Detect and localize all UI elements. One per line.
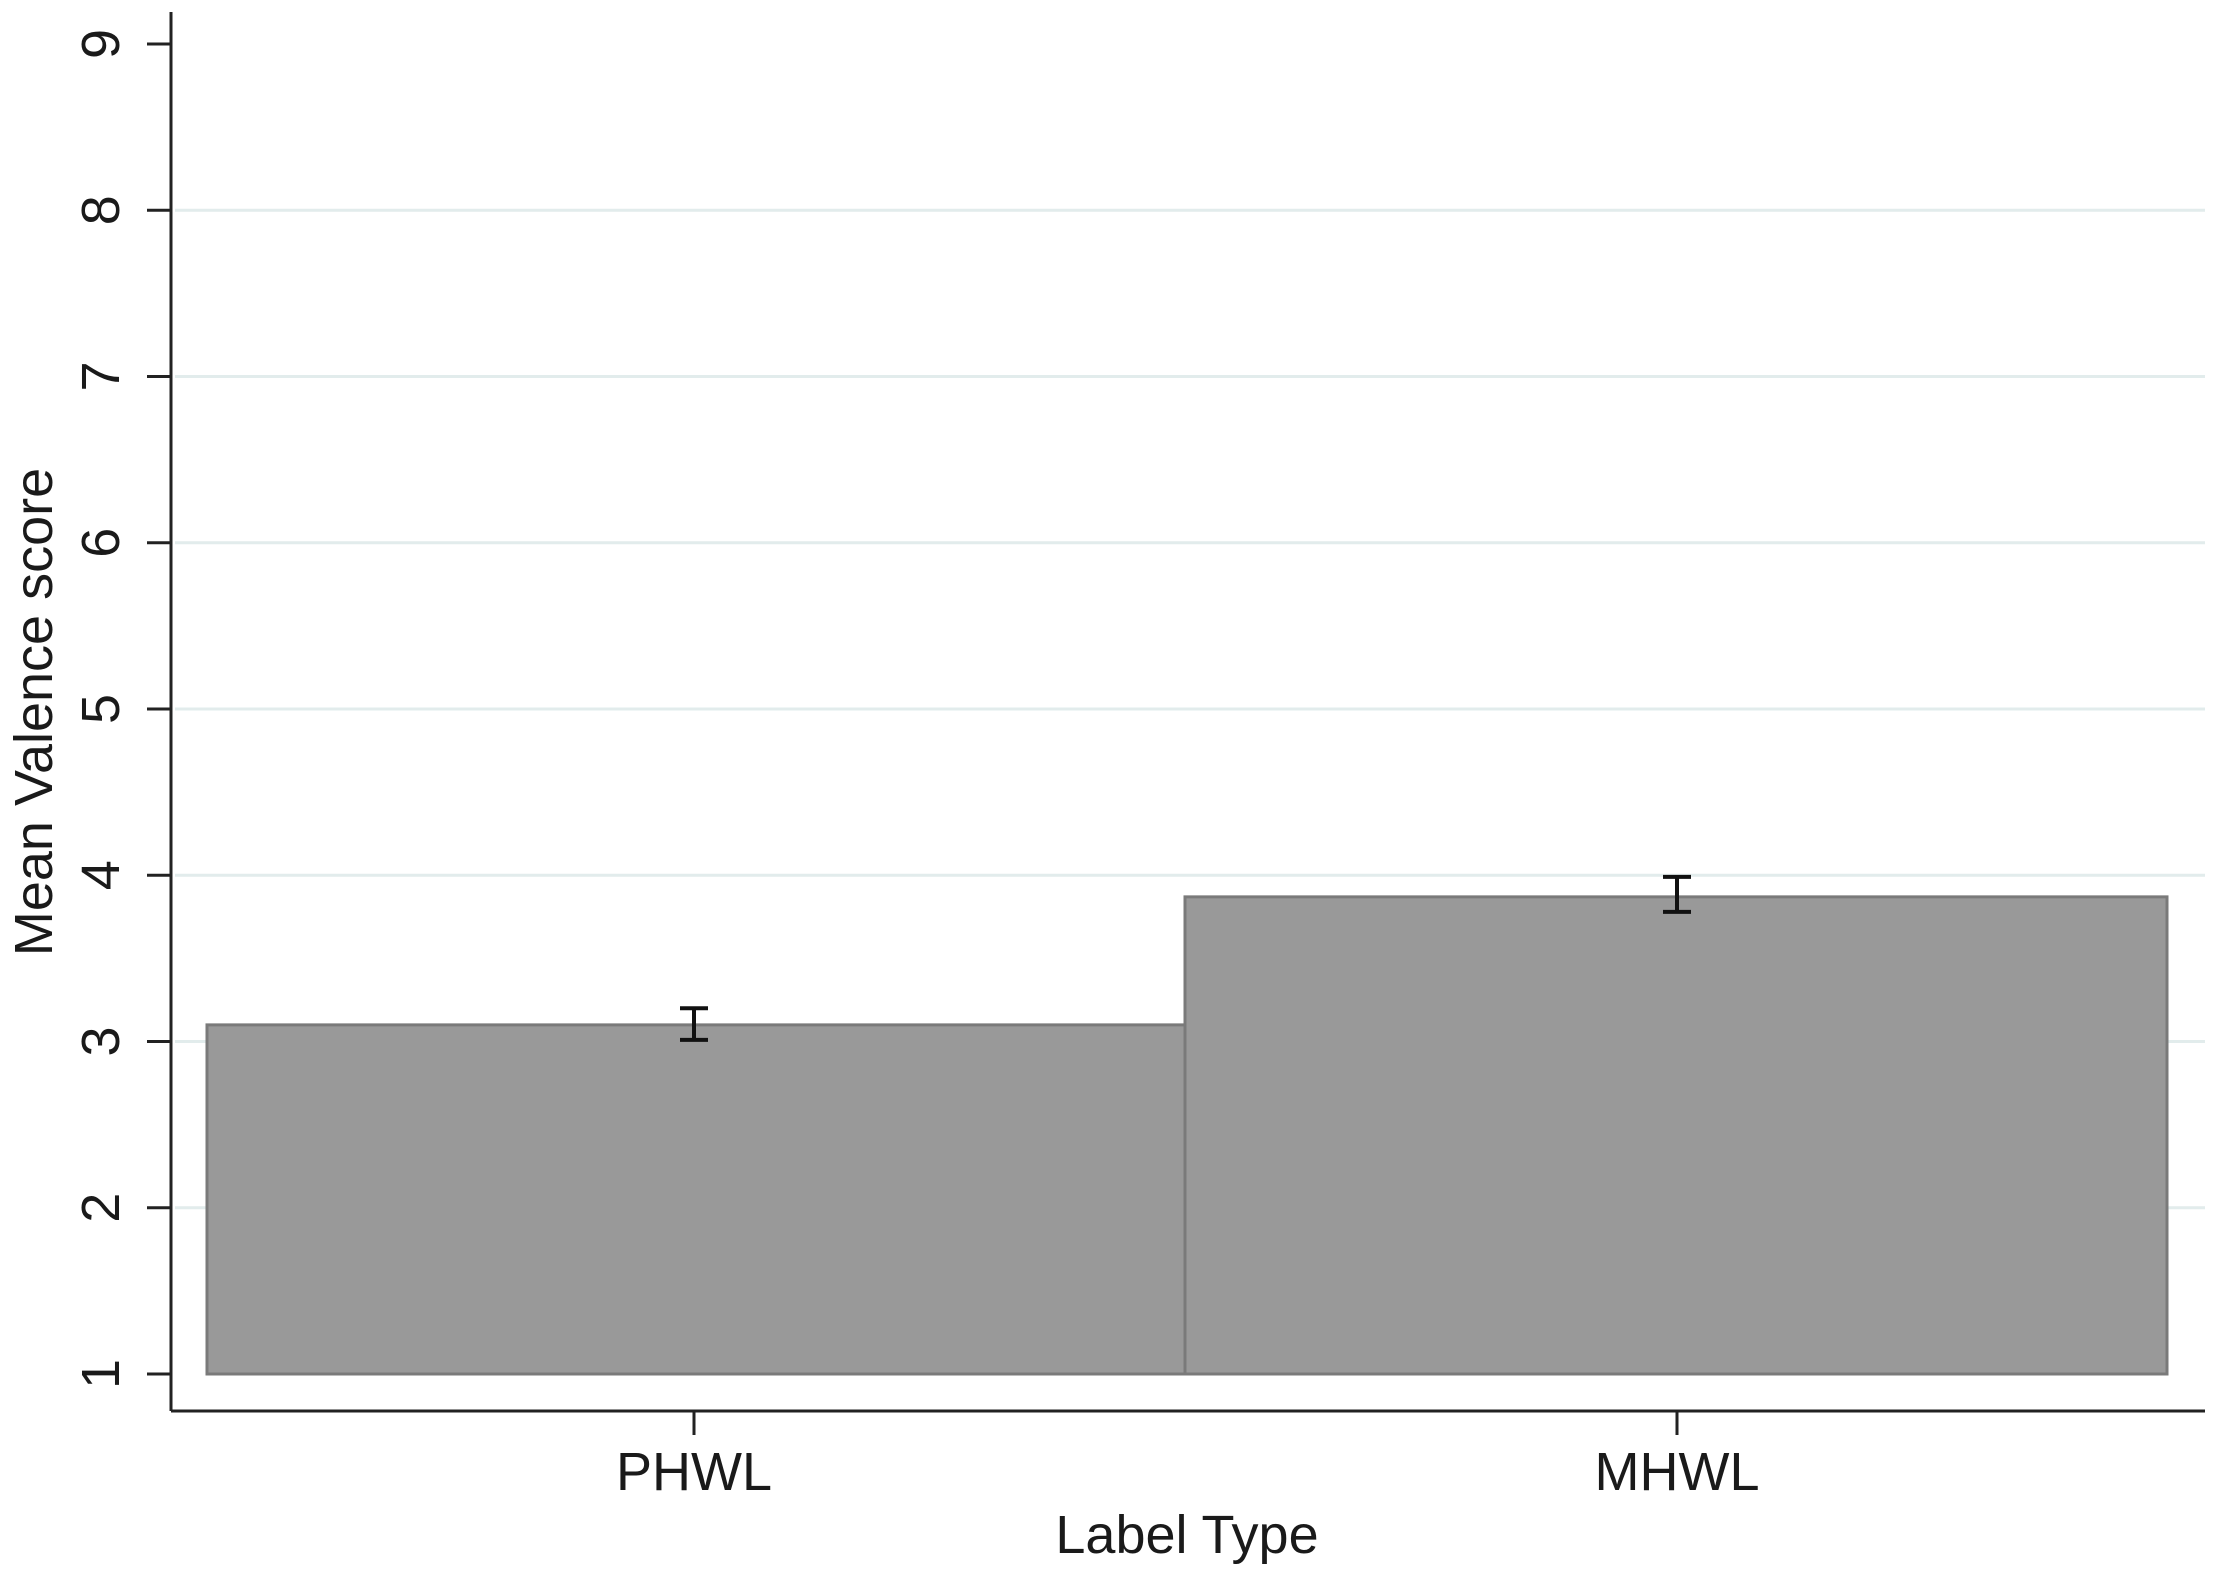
y-tick-label: 1: [71, 1359, 131, 1389]
error-bars: [680, 874, 1691, 1042]
y-tick-label: 7: [71, 361, 131, 391]
y-axis-title: Mean Valence score: [4, 468, 64, 956]
y-tick-label: 6: [71, 528, 131, 558]
y-tick-label: 9: [71, 29, 131, 59]
x-tick-label-phwl: PHWL: [616, 1442, 772, 1502]
y-tick-label: 3: [71, 1026, 131, 1056]
x-axis-title: Label Type: [1055, 1505, 1318, 1565]
y-tick-label: 2: [71, 1193, 131, 1223]
y-tick-label: 8: [71, 195, 131, 225]
x-ticks: PHWL MHWL: [616, 1411, 1760, 1502]
error-bar-mhwl: [1663, 874, 1691, 914]
error-bar-phwl: [680, 1006, 708, 1042]
x-tick-label-mhwl: MHWL: [1595, 1442, 1760, 1502]
bars: [205, 895, 2169, 1376]
y-tick-label: 4: [71, 860, 131, 890]
y-ticks: 1 2 3 4 5 6 7 8 9: [71, 29, 171, 1389]
axes: [169, 12, 2205, 1413]
bar-phwl: [205, 1023, 1187, 1376]
bar-mhwl: [1183, 895, 2169, 1376]
y-tick-label: 5: [71, 694, 131, 724]
